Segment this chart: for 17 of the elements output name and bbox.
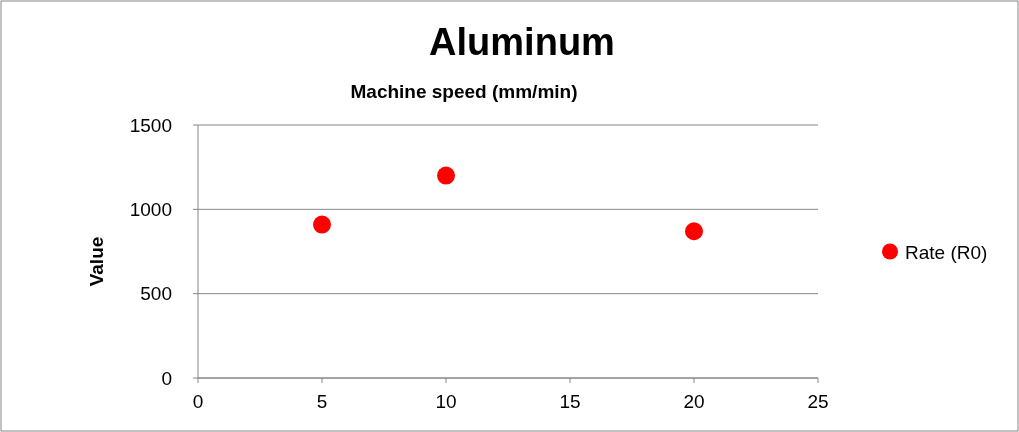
y-tick-label: 0 — [161, 367, 172, 389]
chart-title: Aluminum — [429, 21, 615, 63]
y-tick-label: 1500 — [129, 114, 172, 136]
y-tick-label: 1000 — [129, 198, 172, 220]
x-axis-title: Machine speed (mm/min) — [350, 81, 578, 102]
x-tick-label: 20 — [683, 391, 705, 412]
point — [313, 215, 331, 234]
legend-label: Rate (R0) — [905, 241, 988, 263]
x-tick-label: 15 — [559, 391, 581, 412]
x-tick-label: 5 — [316, 391, 328, 412]
point — [437, 166, 455, 185]
x-tick-label: 10 — [435, 391, 457, 412]
y-tick-label: 500 — [140, 283, 172, 305]
y-axis-title: Value — [86, 236, 107, 287]
point — [685, 222, 703, 241]
x-tick-label: 25 — [807, 391, 829, 412]
x-tick-label: 0 — [192, 391, 204, 412]
